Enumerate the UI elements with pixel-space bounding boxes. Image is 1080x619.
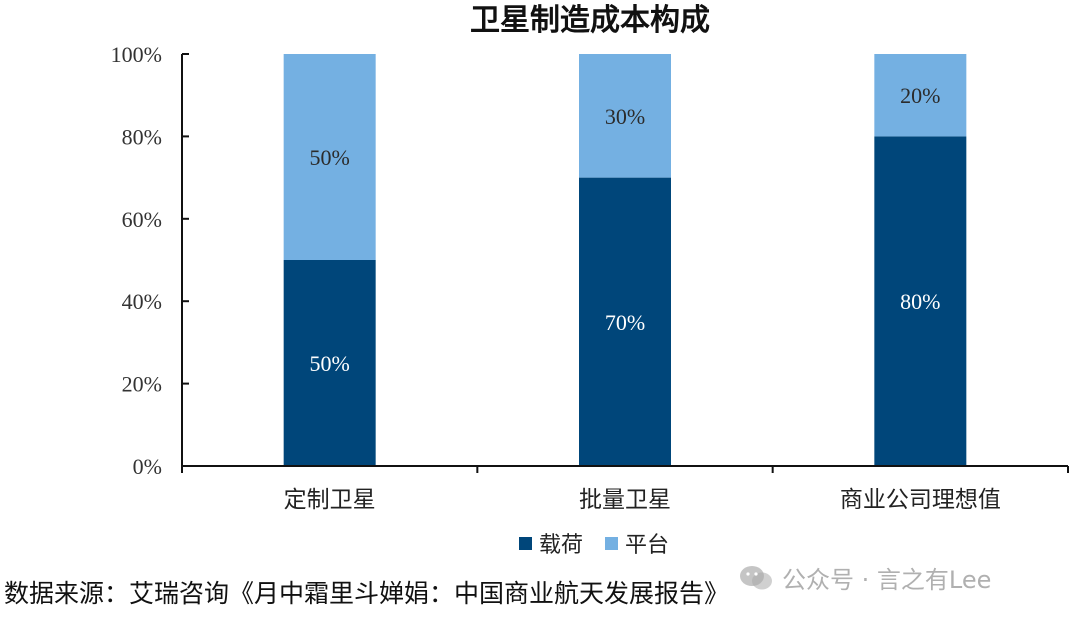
bar-platform-0 bbox=[283, 54, 376, 260]
stacked-bar-chart: 卫星制造成本构成 50% 50% 定制卫星 70% 30% 批量卫星 80% 20% 商业公司理… bbox=[111, 3, 1069, 558]
y-tick-label-2: 40% bbox=[122, 289, 162, 314]
data-label-payload-2: 80% bbox=[900, 289, 940, 314]
wechat-icon bbox=[740, 565, 772, 589]
y-tick-label-4: 80% bbox=[122, 124, 162, 149]
legend-swatch-platform bbox=[605, 537, 618, 550]
bars-group: 50% 50% 定制卫星 70% 30% 批量卫星 80% 20% 商业公司理想值 bbox=[283, 54, 1001, 513]
legend-label-platform: 平台 bbox=[625, 533, 669, 558]
category-label-2: 商业公司理想值 bbox=[840, 487, 1001, 513]
bar-payload-0 bbox=[283, 260, 376, 466]
data-label-platform-1: 30% bbox=[605, 104, 645, 129]
legend: 载荷 平台 bbox=[519, 533, 669, 558]
bar-platform-1 bbox=[579, 54, 671, 178]
legend-label-payload: 载荷 bbox=[539, 533, 583, 558]
legend-swatch-payload bbox=[519, 537, 532, 550]
y-tick-label-1: 20% bbox=[122, 372, 162, 397]
y-tick-label-0: 0% bbox=[133, 454, 162, 479]
data-label-platform-2: 20% bbox=[900, 83, 940, 108]
bar-payload-2 bbox=[874, 136, 967, 466]
bar-payload-1 bbox=[579, 177, 671, 466]
category-label-0: 定制卫星 bbox=[284, 487, 376, 513]
y-tick-label-3: 60% bbox=[122, 207, 162, 232]
y-tick-label-5: 100% bbox=[111, 42, 162, 67]
category-label-1: 批量卫星 bbox=[579, 487, 671, 513]
watermark: 公众号 · 言之有Lee bbox=[738, 560, 991, 595]
data-label-payload-1: 70% bbox=[605, 310, 645, 335]
axes-group: 0% 20% 40% 60% 80% 100% bbox=[111, 42, 1069, 479]
bar-platform-2 bbox=[874, 54, 967, 137]
data-label-platform-0: 50% bbox=[310, 145, 350, 170]
data-source-note: 数据来源：艾瑞咨询《月中霜里斗婵娟：中国商业航天发展报告》 bbox=[4, 579, 730, 608]
data-label-payload-0: 50% bbox=[310, 351, 350, 376]
chart-title: 卫星制造成本构成 bbox=[470, 3, 710, 38]
watermark-text: 公众号 · 言之有Lee bbox=[782, 566, 992, 594]
